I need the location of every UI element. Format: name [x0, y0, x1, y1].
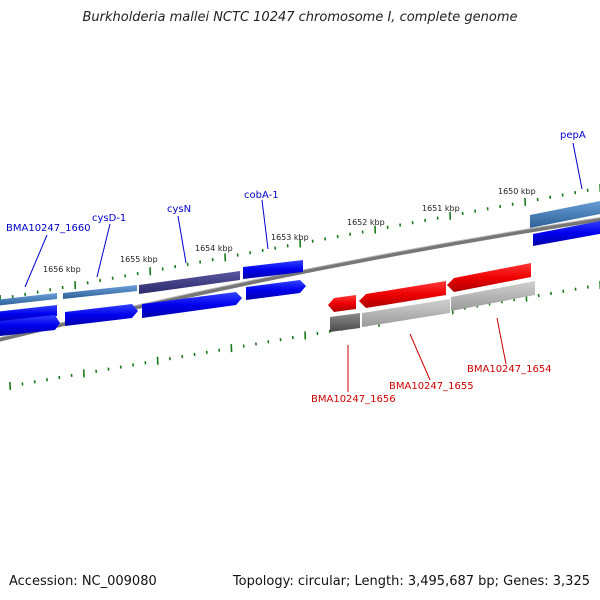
gene-label-cysD-1[interactable]: cysD-1	[92, 213, 126, 224]
genome-summary-text: Topology: circular; Length: 3,495,687 bp…	[232, 574, 590, 589]
scale-track-upper	[0, 184, 600, 304]
accession-text: Accession: NC_009080	[9, 574, 157, 589]
gene-BMA10247_1655-box[interactable]	[362, 299, 450, 327]
gene-label-cysN[interactable]: cysN	[167, 204, 191, 215]
gene-cobA-1-box[interactable]	[243, 260, 303, 279]
scale-label-1655: 1655 kbp	[120, 255, 158, 264]
gene-fwd-arrow-2[interactable]	[65, 304, 138, 326]
gene-rev-arrow-1656[interactable]	[328, 295, 356, 312]
reverse-leaders	[347, 317, 507, 392]
gene-fwd-arrow-0[interactable]	[0, 315, 60, 336]
gene-fwd-arrow-5[interactable]	[533, 220, 600, 246]
gene-label-BMA10247_1655[interactable]: BMA10247_1655	[389, 381, 474, 392]
gene-cysD-1-box[interactable]	[63, 285, 137, 299]
gene-rev-arrow-1655[interactable]	[359, 281, 446, 308]
gene-label-cobA-1[interactable]: cobA-1	[244, 190, 279, 201]
scale-label-1654: 1654 kbp	[195, 244, 233, 253]
forward-leaders	[24, 142, 583, 288]
scale-label-1652: 1652 kbp	[347, 218, 385, 227]
gene-fwd-arrow-3[interactable]	[142, 292, 242, 318]
forward-genes-row2	[0, 220, 600, 336]
gene-pepA-box[interactable]	[530, 200, 600, 228]
gene-label-BMA10247_1654[interactable]: BMA10247_1654	[467, 364, 552, 375]
scale-label-1656: 1656 kbp	[43, 265, 81, 274]
reverse-genes-row2	[330, 281, 535, 332]
gene-fwd-arrow-4[interactable]	[246, 280, 306, 300]
reverse-genes-row1	[328, 263, 531, 312]
gene-rev-arrow-1654[interactable]	[447, 263, 531, 292]
gene-cysN-box[interactable]	[139, 271, 240, 294]
gene-fwd-arrow-1[interactable]	[0, 305, 57, 323]
gene-label-BMA10247_1656[interactable]: BMA10247_1656	[311, 394, 396, 405]
gene-label-BMA10247_1660[interactable]: BMA10247_1660	[6, 223, 91, 234]
forward-genes-row1	[0, 200, 600, 306]
scale-label-1651: 1651 kbp	[422, 204, 460, 213]
scale-label-1650: 1650 kbp	[498, 187, 536, 196]
gene-BMA10247_1656-box[interactable]	[330, 313, 360, 332]
gene-BMA10247_1654-box[interactable]	[451, 281, 535, 311]
gene-BMA10247_1660-box[interactable]	[0, 293, 57, 306]
gene-label-pepA[interactable]: pepA	[560, 130, 586, 141]
scale-label-1653: 1653 kbp	[271, 233, 309, 242]
map-title: Burkholderia mallei NCTC 10247 chromosom…	[82, 10, 518, 25]
